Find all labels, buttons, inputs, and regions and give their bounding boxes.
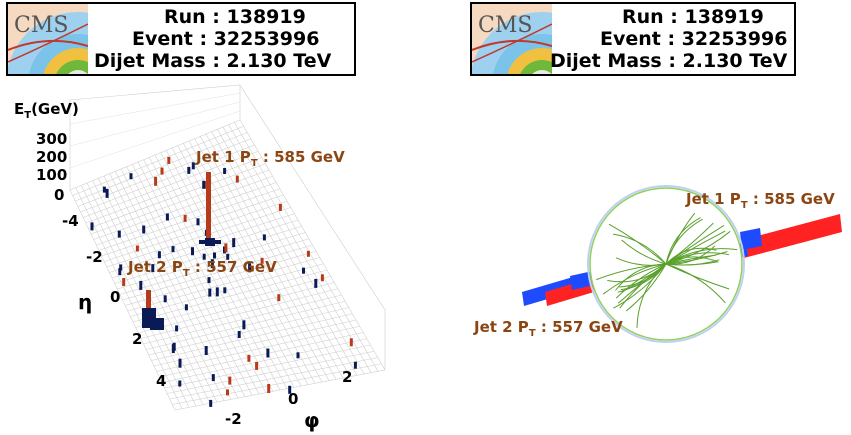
- run-number: Run : 138919: [622, 6, 764, 28]
- dijet-mass: Dijet Mass : 2.130 TeV: [550, 50, 788, 72]
- et-tick: 0: [54, 186, 65, 204]
- lego-towers: [90, 156, 357, 407]
- ecal-ring: [587, 185, 745, 343]
- et-axis-label: ET(GeV): [14, 100, 79, 121]
- eta-tick: 0: [110, 288, 121, 306]
- tracks: [596, 212, 738, 328]
- event-number: Event : 32253996: [600, 28, 788, 50]
- cms-logo: CMS: [472, 4, 552, 74]
- svg-text:CMS: CMS: [478, 13, 532, 38]
- phi-tick: -2: [225, 410, 242, 428]
- lego-grid: [69, 84, 386, 411]
- jet2-tower: [142, 290, 164, 330]
- eta-tick: -2: [86, 248, 103, 266]
- event-info-panel-right: CMS Run : 138919 Event : 32253996 Dijet …: [470, 2, 796, 76]
- event-number: Event : 32253996: [132, 28, 320, 50]
- jet1-energy-bars: [735, 214, 842, 258]
- phi-tick: 2: [342, 368, 353, 386]
- eta-tick: 2: [132, 330, 143, 348]
- eta-axis-label: η: [78, 290, 93, 314]
- jet1-label: Jet 1 PT : 585 GeV: [686, 190, 835, 211]
- jet2-energy-bars: [522, 272, 594, 306]
- et-tick: 100: [36, 166, 68, 184]
- phi-axis-label: φ: [304, 408, 320, 432]
- jet2-label: Jet 2 PT : 557 GeV: [128, 258, 277, 279]
- et-tick: 200: [36, 148, 68, 166]
- eta-tick: -4: [62, 212, 79, 230]
- jet1-label: Jet 1 PT : 585 GeV: [196, 148, 345, 169]
- event-info-panel-left: CMS Run : 138919 Event : 32253996 Dijet …: [6, 2, 356, 76]
- cms-logo: CMS: [8, 4, 88, 74]
- jet1-tower: [199, 172, 221, 246]
- jet2-label: Jet 2 PT : 557 GeV: [474, 318, 623, 339]
- phi-tick: 0: [288, 390, 299, 408]
- et-tick: 300: [36, 130, 68, 148]
- dijet-mass: Dijet Mass : 2.130 TeV: [94, 50, 332, 72]
- eta-tick: 4: [156, 372, 167, 390]
- svg-text:CMS: CMS: [14, 13, 68, 38]
- run-number: Run : 138919: [164, 6, 306, 28]
